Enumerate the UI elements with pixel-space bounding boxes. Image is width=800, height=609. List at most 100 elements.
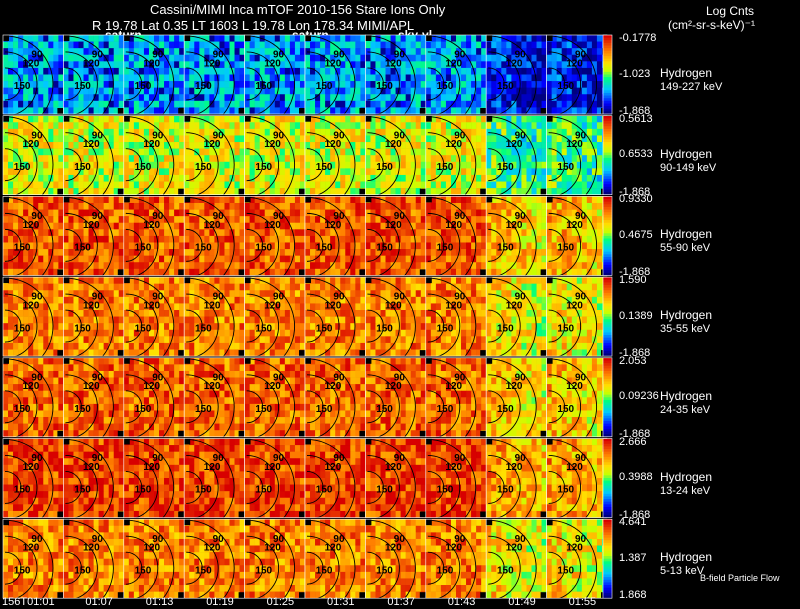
heatmap-cell [174,242,180,250]
heatmap-cell [360,100,366,108]
heatmap-cell [410,249,417,256]
heatmap-cell [148,148,155,156]
heatmap-cell [83,229,89,237]
heatmap-cell [274,222,281,230]
colorbar-segment [603,149,612,153]
colorbar-segment [603,206,612,210]
heatmap-cell [113,35,120,42]
heatmap-cell [8,135,14,143]
heatmap-cell [315,155,321,163]
heatmap-cell [486,142,492,149]
heatmap-cell [73,323,79,331]
heatmap-cell [481,235,487,243]
heatmap-cell [169,196,175,204]
heatmap-cell [350,35,356,42]
heatmap-cell [561,87,568,95]
heatmap-cell [511,135,517,143]
heatmap-cell [350,100,356,108]
heatmap-cell [254,122,260,130]
heatmap-cell [476,181,482,189]
heatmap-cell [390,255,396,263]
heatmap-cell [476,255,482,263]
heatmap-cell [591,188,598,195]
heatmap-cell [148,135,155,143]
heatmap-cell [385,35,391,42]
heatmap-cell [576,61,583,69]
heatmap-cell [360,142,366,149]
heatmap-cell [576,229,583,237]
heatmap-cell [496,48,502,56]
heatmap-cell [169,262,175,270]
heatmap-cell [239,229,245,237]
heatmap-cell [128,168,135,176]
colorbar-segment [603,243,612,247]
heatmap-cell [400,268,406,276]
heatmap-cell [541,148,547,156]
heatmap-cell [310,48,316,56]
heatmap-cell [98,336,104,344]
heatmap-cell [53,115,59,123]
heatmap-cell [128,249,135,256]
heatmap-cell [491,35,497,42]
heatmap-cell [551,229,557,237]
heatmap-cell [340,74,346,82]
heatmap-cell [466,115,472,123]
heatmap-cell [586,168,593,176]
colorbar-segment [603,128,612,132]
heatmap-cell [476,128,482,136]
heatmap-cell [571,135,578,143]
heatmap-cell [3,202,9,210]
contour-line [367,212,400,278]
heatmap-cell [73,329,79,337]
heatmap-cell [259,268,266,276]
heatmap-cell [395,161,401,169]
heatmap-cell [103,202,109,210]
heatmap-cell [113,168,120,176]
heatmap-cell [466,74,472,82]
heatmap-cell [219,135,225,143]
heatmap-cell [320,229,326,237]
colorbar-segment [603,48,612,52]
heatmap-cell [591,81,598,88]
heatmap-cell [3,81,9,88]
heatmap-cell [148,268,155,276]
heatmap-cell [365,74,371,82]
heatmap-cell [471,268,477,276]
heatmap-cell [581,255,588,263]
heatmap-cell [3,323,9,331]
heatmap-cell [315,87,321,95]
heatmap-cell [506,209,512,217]
heatmap-cell [239,135,245,143]
heatmap-cell [466,67,472,75]
heatmap-cell [93,229,99,237]
heatmap-cell [591,155,598,163]
heatmap-cell [561,216,568,224]
heatmap-cell [23,94,29,102]
heatmap-cell [556,216,562,224]
heatmap-cell [73,94,79,102]
heatmap-cell [526,209,532,217]
heatmap-cell [3,235,9,243]
heatmap-cell [435,81,442,88]
contour-label: 90 [575,211,587,222]
heatmap-cell [108,229,115,237]
heatmap-cell [456,222,462,230]
heatmap-cell [571,48,578,56]
heatmap-cell [118,115,125,123]
heatmap-cell [551,155,557,163]
heatmap-cell [461,202,467,210]
heatmap-cell [486,262,492,270]
heatmap-cell [78,94,84,102]
heatmap-cell [93,41,99,49]
heatmap-cell [496,242,502,250]
heatmap-cell [274,74,281,82]
heatmap-cell [345,94,351,102]
heatmap-cell [566,222,573,230]
heatmap-cell [53,135,59,143]
heatmap-cell [68,67,74,75]
heatmap-cell [113,255,120,263]
heatmap-cell [98,216,104,224]
heatmap-cell [68,142,74,149]
